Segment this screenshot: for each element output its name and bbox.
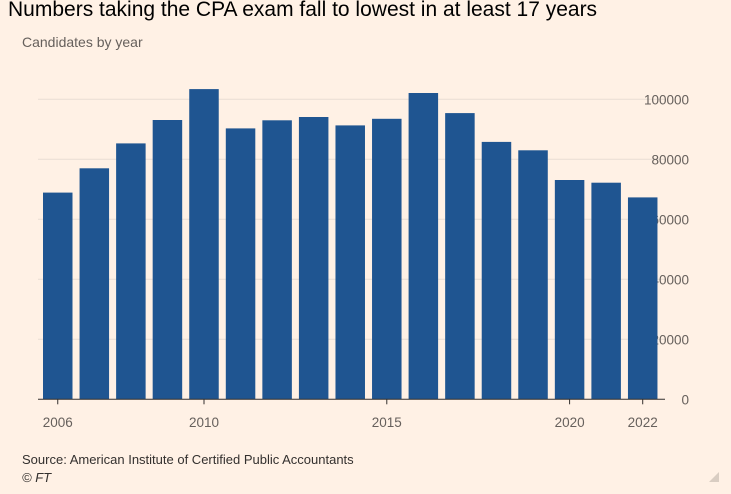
- bar-2014: [335, 125, 365, 400]
- copyright: © FT: [22, 470, 52, 485]
- x-tick-label: 2020: [555, 415, 585, 430]
- y-tick-label: 100000: [644, 92, 689, 107]
- bar-2009: [152, 120, 183, 400]
- bar-2017: [445, 113, 475, 400]
- y-tick-label: 60000: [651, 212, 689, 227]
- bar-2011: [225, 128, 256, 400]
- bar-2012: [262, 120, 292, 400]
- y-tick-label: 80000: [651, 152, 689, 167]
- source-note: Source: American Institute of Certified …: [22, 452, 354, 467]
- y-tick-label: 40000: [651, 272, 689, 287]
- resize-handle-icon[interactable]: [709, 472, 719, 482]
- bar-2021: [591, 182, 621, 400]
- bar-2008: [116, 143, 146, 400]
- bar-2016: [408, 93, 439, 400]
- bar-2019: [518, 150, 548, 400]
- bar-2015: [372, 118, 402, 400]
- bar-2018: [481, 141, 512, 400]
- x-tick-label: 2006: [43, 415, 73, 430]
- bar-2020: [554, 180, 585, 400]
- x-tick-label: 2010: [189, 415, 219, 430]
- bar-2022: [627, 197, 658, 400]
- chart-subtitle: Candidates by year: [22, 34, 143, 50]
- chart-title: Numbers taking the CPA exam fall to lowe…: [8, 0, 598, 21]
- y-tick-label: 0: [681, 392, 689, 407]
- x-tick-label: 2022: [628, 415, 658, 430]
- y-tick-label: 20000: [651, 332, 689, 347]
- bar-2013: [298, 117, 329, 400]
- bar-2010: [189, 89, 219, 400]
- bar-2006: [43, 192, 73, 400]
- x-tick-label: 2015: [372, 415, 402, 430]
- bar-2007: [79, 168, 110, 400]
